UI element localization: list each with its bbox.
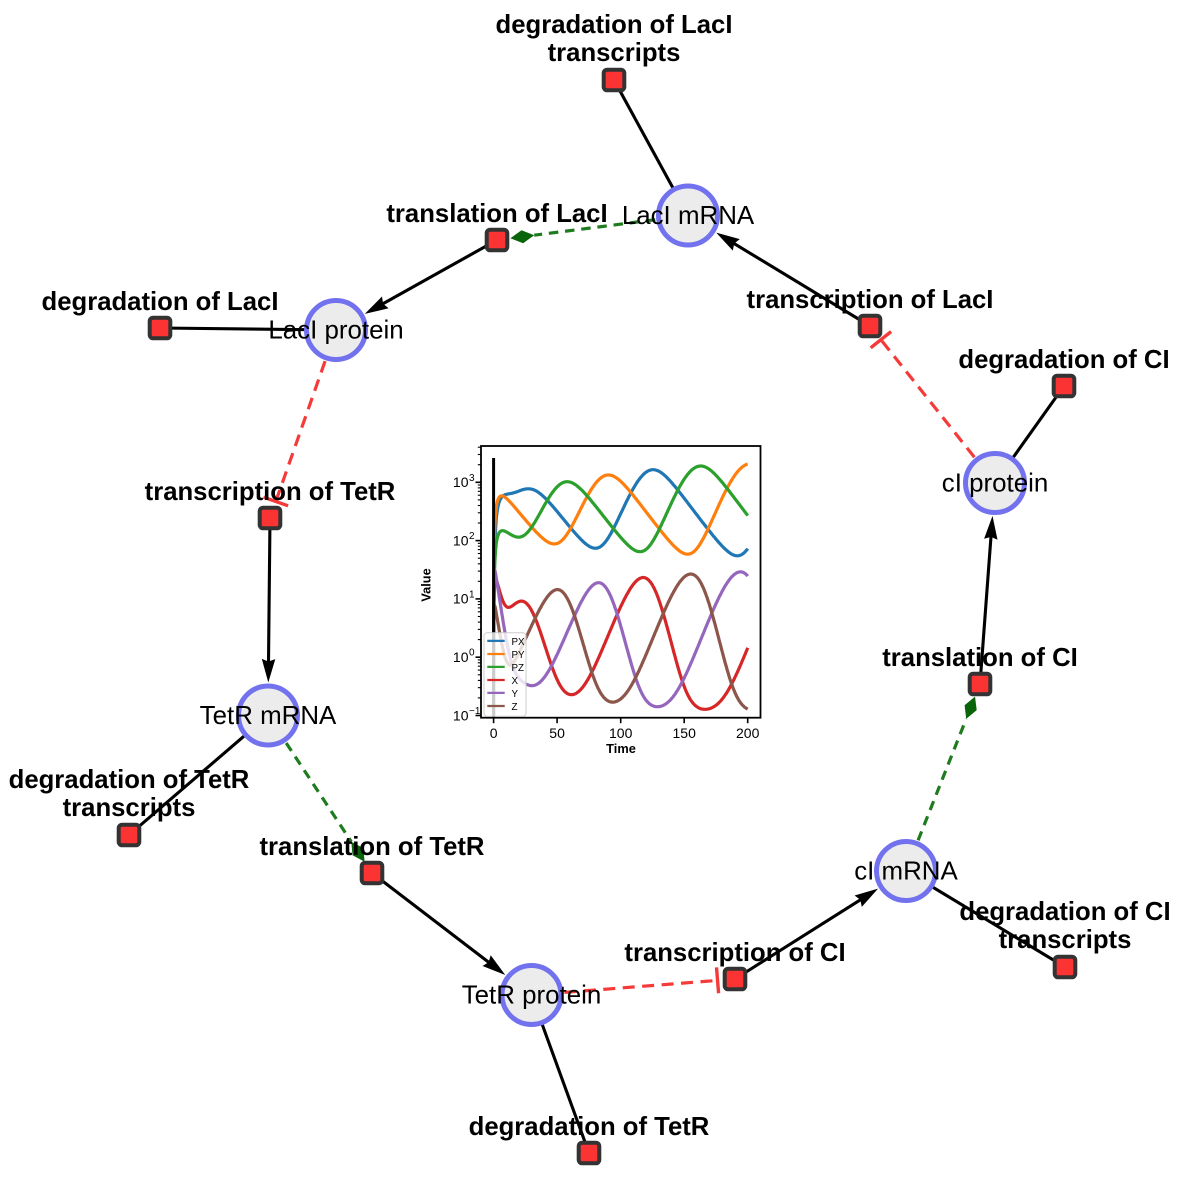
svg-text:−1: −1 [469,706,481,717]
svg-text:LacI mRNA: LacI mRNA [622,202,755,230]
svg-text:degradation of TetR: degradation of TetR [469,1113,710,1141]
svg-text:50: 50 [549,725,565,741]
svg-text:Z: Z [512,702,518,713]
svg-text:10: 10 [453,707,469,723]
svg-text:PZ: PZ [512,663,525,674]
svg-text:3: 3 [469,473,475,484]
svg-text:cI protein: cI protein [942,470,1049,498]
svg-text:100: 100 [609,725,633,741]
svg-text:TetR mRNA: TetR mRNA [200,702,337,730]
svg-text:transcripts: transcripts [548,39,681,67]
svg-text:0: 0 [469,648,475,659]
svg-text:LacI protein: LacI protein [268,317,403,345]
svg-text:degradation of CI: degradation of CI [958,346,1169,374]
svg-text:150: 150 [673,725,697,741]
svg-text:10: 10 [453,649,469,665]
svg-text:10: 10 [453,591,469,607]
svg-text:degradation of LacI: degradation of LacI [42,288,279,316]
svg-text:degradation of TetR: degradation of TetR [9,766,250,794]
svg-text:1: 1 [469,589,475,600]
svg-text:10: 10 [453,532,469,548]
svg-text:degradation of CI: degradation of CI [959,898,1170,926]
svg-text:transcription of LacI: transcription of LacI [747,286,994,314]
svg-text:transcription of CI: transcription of CI [624,939,845,967]
svg-text:translation of TetR: translation of TetR [259,833,484,861]
svg-text:degradation of LacI: degradation of LacI [496,11,733,39]
svg-text:10: 10 [453,474,469,490]
svg-text:transcripts: transcripts [63,794,196,822]
svg-text:0: 0 [490,725,498,741]
svg-text:Time: Time [606,741,636,756]
svg-text:2: 2 [469,531,475,542]
svg-text:PX: PX [512,637,526,648]
svg-text:Value: Value [419,568,434,601]
svg-text:PY: PY [512,650,526,661]
svg-text:transcription of TetR: transcription of TetR [145,478,396,506]
svg-text:TetR protein: TetR protein [462,982,602,1010]
svg-text:cI mRNA: cI mRNA [854,858,958,886]
svg-text:X: X [512,676,519,687]
svg-text:translation of LacI: translation of LacI [386,200,607,228]
svg-text:Y: Y [512,689,519,700]
svg-text:200: 200 [736,725,760,741]
